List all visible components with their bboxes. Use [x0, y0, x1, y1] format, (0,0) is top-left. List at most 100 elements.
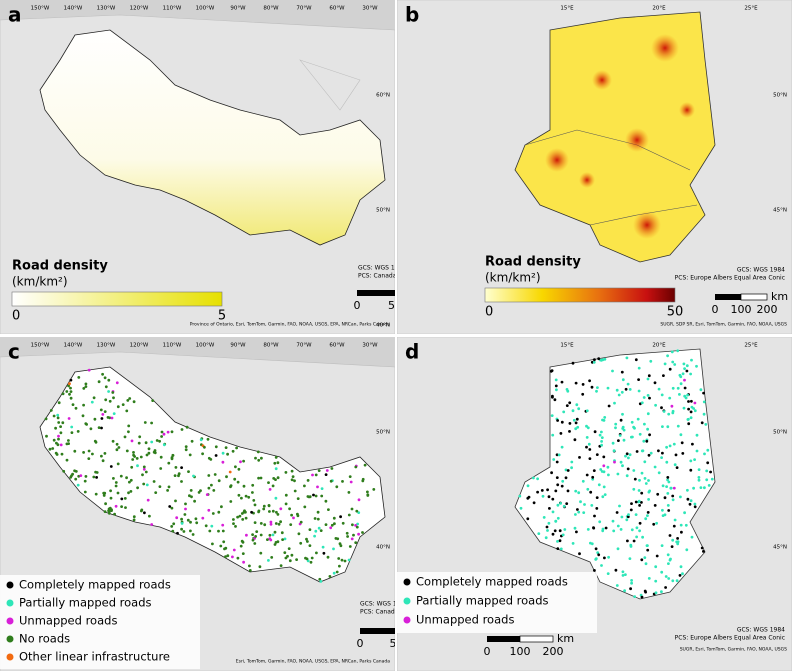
site-dot — [116, 462, 120, 466]
site-dot — [559, 547, 563, 551]
legend-background — [397, 572, 597, 633]
color-ramp — [11, 291, 223, 307]
site-dot — [644, 562, 648, 566]
site-dot — [103, 410, 107, 413]
site-dot — [262, 507, 266, 511]
site-dot — [686, 488, 689, 492]
legend-entry: Unmapped roads — [416, 613, 514, 627]
site-dot — [612, 529, 616, 533]
site-dot — [245, 533, 248, 537]
site-dot — [250, 510, 254, 514]
site-dot — [679, 565, 683, 569]
site-dot — [693, 401, 697, 405]
site-dot — [693, 505, 697, 509]
site-dot — [211, 542, 214, 546]
site-dot — [56, 416, 60, 420]
site-dot — [590, 542, 594, 546]
site-dot — [707, 484, 711, 487]
site-dot — [150, 421, 154, 425]
site-dot — [638, 478, 641, 482]
scale-label: 500 — [390, 637, 411, 650]
site-dot — [581, 392, 585, 396]
site-dot — [689, 372, 692, 376]
site-dot — [673, 518, 677, 522]
legend-entry: No roads — [19, 632, 70, 646]
site-dot — [690, 358, 693, 362]
site-dot — [665, 460, 669, 464]
site-dot — [697, 478, 701, 482]
site-dot — [683, 367, 686, 370]
site-dot — [556, 547, 560, 550]
legend-title: Road density — [12, 259, 108, 274]
site-dot — [207, 508, 211, 512]
site-dot — [687, 422, 691, 426]
site-dot — [355, 525, 359, 529]
site-dot — [129, 478, 133, 482]
site-dot — [640, 558, 644, 562]
site-dot — [636, 417, 640, 421]
site-dot — [95, 471, 99, 474]
graticule-label: 120°W — [130, 343, 149, 349]
crs-label: GCS: WGS 1984 — [737, 627, 785, 634]
site-dot — [675, 466, 679, 469]
site-dot — [695, 449, 699, 453]
site-dot — [347, 513, 351, 517]
graticule-label: 60°W — [329, 343, 345, 349]
site-dot — [625, 518, 629, 522]
site-dot — [141, 473, 144, 477]
site-dot — [354, 524, 357, 527]
site-dot — [604, 526, 608, 530]
site-dot — [240, 496, 243, 500]
site-dot — [142, 465, 146, 469]
site-dot — [626, 382, 630, 386]
scale-label: 100 — [731, 303, 752, 316]
site-dot — [603, 556, 606, 560]
site-dot — [684, 396, 688, 400]
site-dot — [69, 386, 72, 390]
site-dot — [121, 403, 125, 406]
site-dot — [190, 439, 194, 443]
site-dot — [586, 487, 590, 491]
site-dot — [689, 459, 693, 463]
site-dot — [193, 499, 197, 503]
site-dot — [591, 475, 595, 479]
hotspot — [651, 34, 679, 62]
graticule-label: 50°N — [773, 430, 787, 436]
site-dot — [596, 386, 599, 389]
site-dot — [146, 498, 150, 502]
scale-bar — [519, 635, 554, 643]
graticule-label: 150°W — [31, 6, 50, 12]
site-dot — [638, 529, 641, 533]
site-dot — [56, 413, 60, 417]
site-dot — [647, 577, 651, 580]
site-dot — [45, 434, 48, 438]
site-dot — [615, 584, 619, 587]
site-dot — [556, 503, 560, 507]
site-dot — [593, 430, 597, 434]
site-dot — [671, 360, 675, 364]
site-dot — [666, 425, 670, 429]
site-dot — [274, 522, 278, 525]
site-dot — [217, 510, 221, 514]
hotspot — [592, 70, 612, 90]
site-dot — [67, 417, 71, 420]
site-dot — [97, 380, 101, 384]
site-dot — [536, 477, 539, 481]
site-dot — [613, 401, 616, 405]
site-dot — [276, 513, 280, 516]
site-dot — [585, 445, 588, 449]
site-dot — [630, 502, 633, 505]
legend-min: 0 — [12, 309, 20, 324]
site-dot — [87, 457, 91, 460]
site-dot — [611, 369, 614, 373]
site-dot — [545, 525, 549, 529]
site-dot — [560, 420, 564, 424]
site-dot — [693, 458, 696, 461]
site-dot — [668, 396, 672, 400]
site-dot — [82, 387, 86, 390]
site-dot — [559, 432, 563, 435]
site-dot — [69, 390, 73, 393]
site-dot — [627, 513, 630, 516]
graticule-label: 45°N — [773, 208, 787, 214]
site-dot — [625, 356, 629, 360]
